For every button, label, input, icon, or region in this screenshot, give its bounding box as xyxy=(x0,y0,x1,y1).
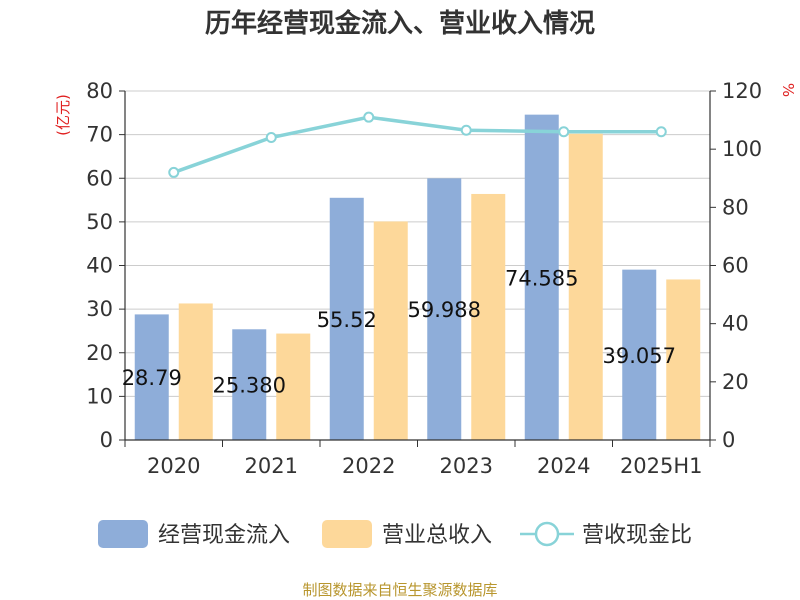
ratio-point xyxy=(363,111,375,123)
left-axis-unit: (亿元) xyxy=(54,94,72,136)
bar-cashflow xyxy=(427,178,462,440)
legend-label: 经营现金流入 xyxy=(158,523,290,548)
x-tick-label: 2022 xyxy=(342,454,395,478)
bar-revenue xyxy=(178,303,213,440)
x-tick-label: 2025H1 xyxy=(620,454,703,478)
data-label: 59.988 xyxy=(408,298,481,322)
legend-label: 营收现金比 xyxy=(582,523,692,548)
data-label: 39.057 xyxy=(603,344,676,368)
left-tick-label: 10 xyxy=(86,384,113,408)
right-tick-label: 80 xyxy=(722,195,749,219)
ratio-line-path xyxy=(173,115,662,175)
data-label: 55.52 xyxy=(317,308,377,332)
right-tick-label: 60 xyxy=(722,254,749,278)
left-tick-label: 0 xyxy=(100,428,113,452)
legend-marker xyxy=(534,521,560,547)
right-tick-label: 0 xyxy=(722,428,735,452)
x-tick-label: 2021 xyxy=(245,454,298,478)
right-axis-unit: % xyxy=(779,83,797,97)
legend-swatch xyxy=(322,520,372,548)
legend: 经营现金流入 营业总收入 营收现金比 xyxy=(98,520,692,548)
x-tick-label: 2020 xyxy=(147,454,200,478)
bar-revenue xyxy=(276,333,311,440)
data-label: 74.585 xyxy=(505,266,578,290)
ratio-line xyxy=(168,111,667,178)
right-tick-label: 40 xyxy=(722,312,749,336)
bar-cashflow xyxy=(329,197,364,440)
bars xyxy=(134,114,701,441)
bar-revenue xyxy=(471,193,506,440)
x-tick-label: 2023 xyxy=(440,454,493,478)
left-tick-label: 70 xyxy=(86,123,113,147)
bar-revenue xyxy=(373,221,408,440)
axes: 0 10 20 30 40 50 60 70 80 0 20 40 60 80 100 120 2020 2021… xyxy=(86,79,762,478)
legend-label: 营业总收入 xyxy=(382,523,492,548)
ratio-point xyxy=(655,126,667,138)
source-note: 制图数据来自恒生聚源数据库 xyxy=(302,581,497,599)
chart-title: 历年经营现金流入、营业收入情况 xyxy=(205,8,595,39)
ratio-point xyxy=(558,126,570,138)
bar-cashflow xyxy=(232,329,267,440)
left-tick-label: 40 xyxy=(86,254,113,278)
left-tick-label: 80 xyxy=(86,79,113,103)
ratio-point xyxy=(168,166,180,178)
x-tick-label: 2024 xyxy=(537,454,590,478)
bar-revenue xyxy=(666,279,701,440)
right-tick-label: 100 xyxy=(722,137,762,161)
bar-cashflow xyxy=(524,114,559,441)
bar-cashflow xyxy=(134,314,169,440)
legend-item: 营收现金比 xyxy=(520,521,692,548)
left-tick-label: 60 xyxy=(86,166,113,190)
bar-revenue xyxy=(568,133,603,440)
data-labels: 28.79 25.380 55.52 59.988 74.585 39.057 xyxy=(122,266,676,397)
legend-swatch xyxy=(98,520,148,548)
left-tick-label: 50 xyxy=(86,210,113,234)
left-tick-label: 20 xyxy=(86,341,113,365)
ratio-point xyxy=(265,132,277,144)
bar-cashflow xyxy=(622,269,657,440)
legend-item: 经营现金流入 xyxy=(98,520,290,548)
grid-lines xyxy=(125,90,710,397)
ratio-point xyxy=(460,124,472,136)
right-tick-label: 120 xyxy=(722,79,762,103)
left-tick-label: 30 xyxy=(86,297,113,321)
data-label: 28.79 xyxy=(122,366,182,390)
right-tick-label: 20 xyxy=(722,370,749,394)
legend-item: 营业总收入 xyxy=(322,520,492,548)
data-label: 25.380 xyxy=(213,374,286,398)
